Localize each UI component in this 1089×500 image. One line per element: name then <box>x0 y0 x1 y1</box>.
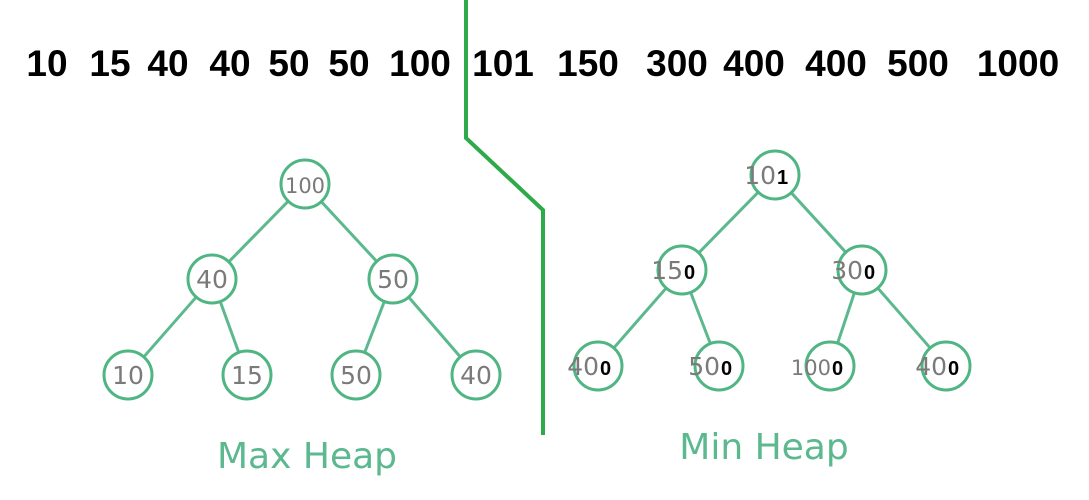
sequence-number: 100 <box>389 43 451 84</box>
max-heap-edge <box>320 200 378 263</box>
node-value-suffix: 0 <box>721 358 732 380</box>
min-heap-edge <box>612 287 668 349</box>
node-circle <box>572 340 624 392</box>
sequence-number: 500 <box>887 43 949 84</box>
min-heap-title: Min Heap <box>679 427 848 468</box>
node-value: 40 <box>460 361 492 390</box>
node-circle <box>367 253 419 305</box>
node-value-suffix: 0 <box>948 358 959 380</box>
node-circle <box>656 244 708 296</box>
max-heap-edge <box>407 296 462 358</box>
node-value: 50 <box>340 361 372 390</box>
sequence-number: 1000 <box>977 43 1059 84</box>
node-circle <box>920 340 972 392</box>
node-circle <box>102 349 154 401</box>
node-value: 15 <box>231 361 263 390</box>
sequence-number: 400 <box>723 43 785 84</box>
node-circle <box>749 149 801 201</box>
node-value: 30 <box>831 256 863 285</box>
node-value: 100 <box>285 174 325 198</box>
min-heap-node: 50 0 <box>688 340 745 392</box>
node-circle <box>450 349 502 401</box>
sequence-number: 101 <box>472 43 534 84</box>
node-circle <box>836 244 888 296</box>
max-heap-node: 100 <box>279 158 331 210</box>
divider-layer <box>464 0 545 435</box>
min-heap-node: 100 0 <box>791 340 856 392</box>
min-heap-edge <box>689 291 712 345</box>
max-heap-node: 40 <box>450 349 502 401</box>
split-divider <box>464 0 545 435</box>
node-value: 40 <box>915 352 947 381</box>
sequence-number: 40 <box>147 43 188 84</box>
min-heap-node: 40 0 <box>567 340 624 392</box>
min-heap-edge <box>697 191 760 254</box>
node-value: 40 <box>196 265 228 294</box>
node-circle <box>279 158 331 210</box>
max-heap-node: 10 <box>102 349 154 401</box>
node-value-suffix: 1 <box>777 167 788 189</box>
max-heap-edges <box>142 200 462 358</box>
node-value-suffix: 0 <box>600 358 611 380</box>
min-heap-node: 10 1 <box>744 149 801 201</box>
max-heap-node: 50 <box>367 253 419 305</box>
max-heap-edge <box>363 300 386 354</box>
sorted-sequence: 10 15 40 40 50 50 100 101 150 300 400 400 500 1000 <box>26 43 1059 84</box>
min-heap-edge <box>836 292 856 344</box>
min-heap-nodes: 10 115 0 30 040 0 50 0 100 0 40 0 <box>567 149 972 392</box>
max-heap-node: 50 <box>330 349 382 401</box>
min-heap-edges <box>612 191 932 349</box>
sequence-number: 15 <box>89 43 130 84</box>
node-value: 40 <box>567 352 599 381</box>
sequence-number: 40 <box>209 43 250 84</box>
node-value: 50 <box>377 265 409 294</box>
node-circle <box>186 253 238 305</box>
node-circle <box>693 340 745 392</box>
sequence-number: 300 <box>646 43 708 84</box>
sequence-number: 50 <box>268 43 309 84</box>
max-heap-node: 40 <box>186 253 238 305</box>
sequence-number: 400 <box>805 43 867 84</box>
min-heap-node: 40 0 <box>915 340 972 392</box>
min-heap-node: 15 0 <box>651 244 708 296</box>
sequence-number: 50 <box>328 43 369 84</box>
max-heap-edge <box>218 301 241 353</box>
sequence-number: 150 <box>557 43 619 84</box>
node-value: 50 <box>688 352 720 381</box>
node-circle <box>330 349 382 401</box>
max-heap-edge <box>227 200 290 263</box>
min-heap: 10 115 0 30 040 0 50 0 100 0 40 0 Min Heap <box>567 149 972 468</box>
node-value: 10 <box>112 361 144 390</box>
min-heap-edge <box>790 191 847 254</box>
min-heap-edge <box>876 287 932 349</box>
node-value: 10 <box>744 161 776 190</box>
node-value-suffix: 0 <box>684 262 695 284</box>
node-circle <box>804 340 856 392</box>
max-heap-nodes: 100 40 50 10 15 50 40 <box>102 158 502 401</box>
node-value-suffix: 0 <box>864 262 875 284</box>
node-circle <box>221 349 273 401</box>
node-value-suffix: 0 <box>832 358 843 380</box>
sequence-number: 10 <box>26 43 67 84</box>
max-heap-edge <box>142 296 198 358</box>
min-heap-node: 30 0 <box>831 244 888 296</box>
node-value: 15 <box>651 256 683 285</box>
max-heap-title: Max Heap <box>217 436 397 477</box>
max-heap-node: 15 <box>221 349 273 401</box>
node-value: 100 <box>791 356 831 380</box>
max-heap: 100 40 50 10 15 50 40 Max Heap <box>102 158 502 477</box>
